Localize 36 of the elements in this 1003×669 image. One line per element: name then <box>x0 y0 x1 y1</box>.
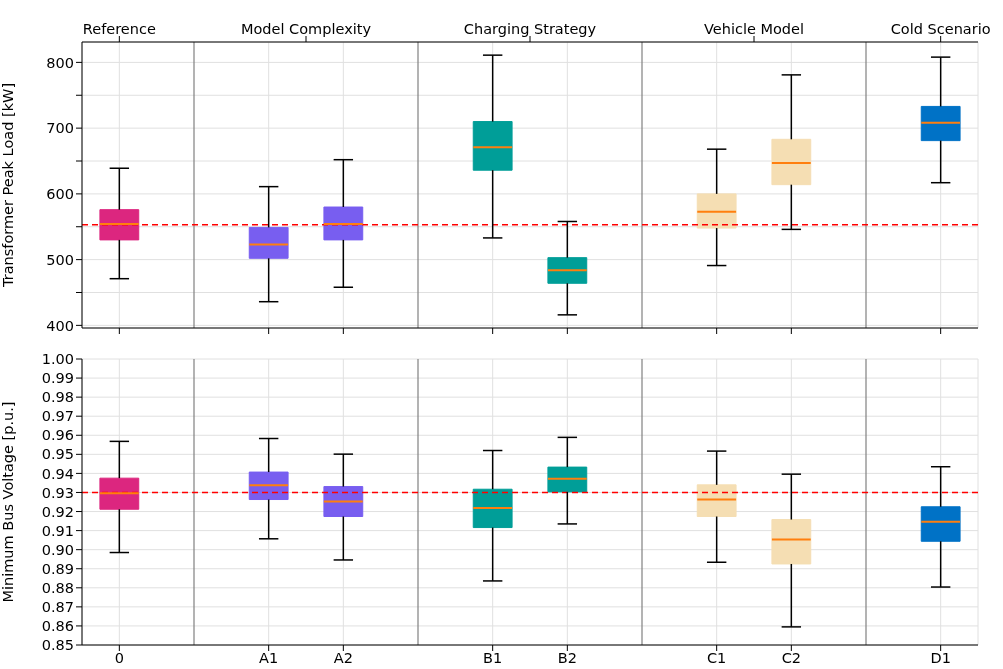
y-tick-label: 600 <box>46 186 74 203</box>
y-tick-label: 400 <box>46 317 74 334</box>
text: Charging Strategy <box>463 21 597 37</box>
y-tick-label: 0.87 <box>41 599 74 616</box>
y-tick-label: 1.00 <box>41 351 74 368</box>
x-tick-label: 0 <box>114 650 124 667</box>
y-tick-label: 0.95 <box>41 446 74 463</box>
y-tick-label: 0.89 <box>41 560 74 577</box>
x-tick-label: C2 <box>781 650 802 667</box>
y-tick-label: 0.98 <box>41 389 74 406</box>
x-tick-label: D1 <box>930 650 951 667</box>
y-tick-label: 0.91 <box>41 522 74 539</box>
y-tick-label: 500 <box>46 251 74 268</box>
y-axis-title: Minimum Bus Voltage [p.u.] <box>0 401 17 603</box>
x-tick-label: B1 <box>483 650 503 667</box>
y-tick-label: 0.97 <box>41 408 74 425</box>
y-axis-title: Transformer Peak Load [kW] <box>0 82 17 289</box>
y-tick-label: 800 <box>46 54 74 71</box>
y-tick-label: 0.90 <box>41 541 74 558</box>
text: Model Complexity <box>240 21 372 37</box>
text: Cold Scenario <box>890 21 991 37</box>
y-tick-label: 0.99 <box>41 370 74 387</box>
y-tick-label: 0.96 <box>41 427 74 444</box>
y-tick-label: 0.85 <box>41 637 74 654</box>
x-tick-label: A2 <box>333 650 353 667</box>
y-tick-label: 700 <box>46 120 74 137</box>
y-tick-label: 0.88 <box>41 579 74 596</box>
x-tick-label: A1 <box>259 650 279 667</box>
x-tick-label: C1 <box>706 650 727 667</box>
y-tick-label: 0.94 <box>41 465 74 482</box>
y-tick-label: 0.92 <box>41 503 74 520</box>
x-tick-label: B2 <box>557 650 577 667</box>
y-tick-label: 0.86 <box>41 618 74 635</box>
y-tick-label: 0.93 <box>41 484 74 501</box>
text: Vehicle Model <box>704 21 804 37</box>
text: Reference <box>82 21 156 37</box>
